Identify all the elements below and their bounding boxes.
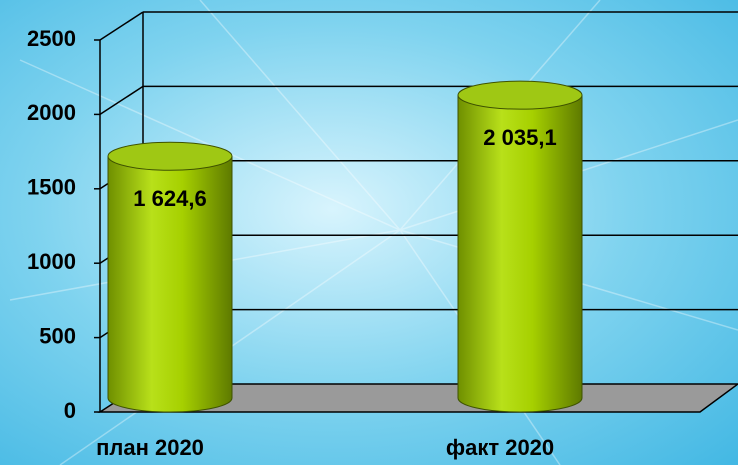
x-tick-label: факт 2020 xyxy=(446,435,554,460)
value-label: 2 035,1 xyxy=(483,125,556,150)
bar-body xyxy=(457,94,583,413)
y-tick-label: 1000 xyxy=(27,249,76,274)
bar-body xyxy=(107,155,233,413)
y-tick-label: 2500 xyxy=(27,26,76,51)
y-tick-label: 0 xyxy=(64,398,76,423)
bar xyxy=(107,141,233,413)
value-label: 1 624,6 xyxy=(133,186,206,211)
y-tick-label: 2000 xyxy=(27,100,76,125)
y-tick-label: 1500 xyxy=(27,175,76,200)
bar-top xyxy=(107,141,233,171)
y-tick-label: 500 xyxy=(39,323,76,348)
grid-line xyxy=(99,85,144,116)
bar-top xyxy=(457,80,583,110)
grid-line xyxy=(99,11,144,41)
bar xyxy=(457,80,583,413)
x-tick-label: план 2020 xyxy=(96,435,204,460)
